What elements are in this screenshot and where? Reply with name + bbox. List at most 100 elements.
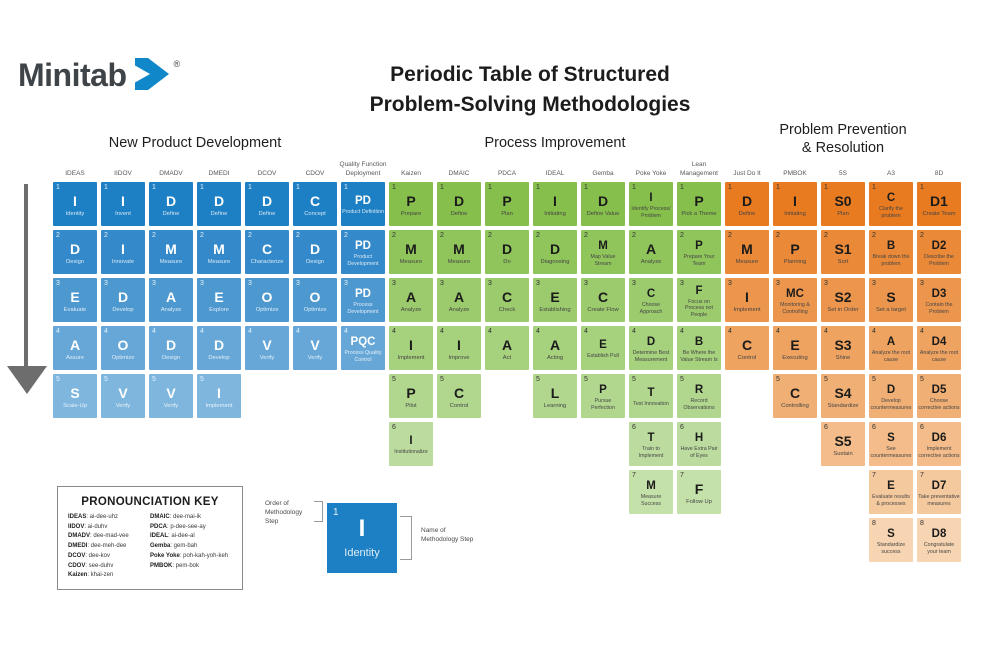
tile-pdca-step-3: 3 C Check — [485, 278, 529, 322]
step-name: Measure — [447, 258, 471, 265]
tile-lean-management-step-5: 5 R Record Observations — [677, 374, 721, 418]
step-symbol: A — [165, 289, 177, 306]
step-symbol: C — [789, 385, 801, 402]
step-number: 1 — [152, 184, 156, 191]
tile-gemba-step-4: 4 E Establish Pull — [581, 326, 625, 370]
step-symbol: D — [886, 384, 896, 397]
step-name: Institutionalize — [394, 449, 428, 456]
tile-iidov-step-1: 1 I Invent — [101, 182, 145, 226]
step-symbol: S — [887, 432, 895, 445]
tile-5s-step-3: 3 S2 Set in Order — [821, 278, 865, 322]
step-number: 4 — [488, 328, 492, 335]
step-name: Establishing — [539, 306, 571, 313]
pronunciation-key: PRONOUNCIATION KEY IDEAS: ai-dee-uhz IIDO… — [57, 486, 243, 590]
step-symbol: I — [649, 192, 653, 205]
pronunciation-item-pmbok: PMBOK: pem-bok — [150, 562, 200, 569]
step-symbol: D5 — [931, 384, 947, 397]
step-symbol: S0 — [834, 193, 852, 210]
tile-pmbok-step-4: 4 E Executing — [773, 326, 817, 370]
step-symbol: M — [598, 240, 608, 253]
step-symbol: V — [118, 385, 128, 402]
step-name: Measure Success — [640, 494, 662, 507]
step-name: Standardize success — [876, 542, 906, 555]
step-number: 2 — [632, 232, 636, 239]
column-header-dmaic: DMAIC — [448, 169, 470, 177]
step-symbol: A — [549, 337, 561, 354]
step-symbol: C — [646, 288, 656, 301]
step-number: 5 — [56, 376, 60, 383]
step-symbol: C — [309, 193, 321, 210]
step-name: Acting — [546, 354, 564, 361]
tile-lean-management-step-2: 2 P Prepare Your Team — [677, 230, 721, 274]
step-number: 6 — [824, 424, 828, 431]
step-number: 3 — [104, 280, 108, 287]
pronunciation-item-ideas: IDEAS: ai-dee-uhz — [68, 514, 119, 520]
step-symbol: E — [550, 289, 560, 306]
tile-a3-step-7: 7 E Evaluate results & processes — [869, 470, 913, 514]
pronunciation-key-title: PRONOUNCIATION KEY — [81, 496, 219, 508]
step-number: 3 — [200, 280, 204, 287]
pronunciation-item-ideal: IDEAL: ai-dee-al — [150, 533, 195, 540]
step-symbol: D — [213, 337, 225, 354]
step-number: 5 — [392, 376, 396, 383]
step-name: Sustain — [833, 450, 853, 457]
step-number: 2 — [392, 232, 396, 239]
step-number: 3 — [152, 280, 156, 287]
legend-example-tile: 1 I Identity — [327, 503, 397, 573]
step-symbol: S5 — [834, 433, 852, 450]
tile-iidov-step-2: 2 I Innovate — [101, 230, 145, 274]
tile-ideal-step-2: 2 D Diagnosing — [533, 230, 577, 274]
step-name: Create Team — [922, 210, 956, 217]
tile-a3-step-5: 5 D Develop countermeasures — [869, 374, 913, 418]
tile-cdov-step-4: 4 V Verify — [293, 326, 337, 370]
step-symbol: C — [741, 337, 753, 354]
step-symbol: L — [550, 385, 560, 402]
step-name: Implement — [733, 306, 761, 313]
step-number: 1 — [440, 184, 444, 191]
tile-poke-yoke-step-2: 2 A Analyze — [629, 230, 673, 274]
column-header-gemba: Gemba — [592, 169, 614, 177]
step-name: Set in Order — [827, 306, 859, 313]
step-name: Develop — [112, 306, 134, 313]
column-header-5s: 5S — [839, 169, 847, 177]
step-symbol: E — [70, 289, 80, 306]
tile-8d-step-5: 5 D5 Choose corrective actions — [917, 374, 961, 418]
tile-dmedi-step-2: 2 M Measure — [197, 230, 241, 274]
step-symbol: A — [645, 241, 657, 258]
column-header-dmedi: DMEDI — [208, 169, 230, 177]
tile-poke-yoke-step-5: 5 T Test Innovation — [629, 374, 673, 418]
tile-dmadv-step-4: 4 D Design — [149, 326, 193, 370]
step-number: 3 — [392, 280, 396, 287]
step-number: 5 — [776, 376, 780, 383]
step-number: 3 — [728, 280, 732, 287]
tile-poke-yoke-step-3: 3 C Choose Approach — [629, 278, 673, 322]
step-name: Analyze — [640, 258, 662, 265]
step-number: 3 — [824, 280, 828, 287]
tile-kaizen-step-5: 5 P Pilot — [389, 374, 433, 418]
step-name: Take preventative measures — [918, 494, 960, 507]
tile-dmaic-step-2: 2 M Measure — [437, 230, 481, 274]
tile-dmaic-step-1: 1 D Define — [437, 182, 481, 226]
legend-left-bracket — [314, 501, 323, 522]
step-name: Design — [305, 258, 325, 265]
tile-a3-step-3: 3 S Set a target — [869, 278, 913, 322]
flow-arrow-head-icon — [7, 366, 47, 394]
tile-gemba-step-5: 5 P Pursue Perfection — [581, 374, 625, 418]
step-name: Have Extra Pair of Eyes — [680, 446, 718, 459]
step-number: 4 — [920, 328, 924, 335]
step-number: 4 — [536, 328, 540, 335]
minitab-logo: Minitab ® — [18, 56, 180, 95]
step-name: Sort — [837, 258, 849, 265]
group-header-process-improvement: Process Improvement — [484, 135, 626, 151]
step-symbol: A — [453, 289, 465, 306]
step-name: Verify — [307, 354, 323, 361]
step-number: 3 — [296, 280, 300, 287]
step-symbol: S — [887, 528, 895, 541]
step-name: Product Definition — [342, 209, 384, 216]
step-number: 3 — [872, 280, 876, 287]
step-symbol: PD — [355, 195, 371, 208]
step-name: Act — [502, 354, 512, 361]
step-number: 2 — [824, 232, 828, 239]
step-number: 2 — [104, 232, 108, 239]
tile-8d-step-2: 2 D2 Describe the Problem — [917, 230, 961, 274]
